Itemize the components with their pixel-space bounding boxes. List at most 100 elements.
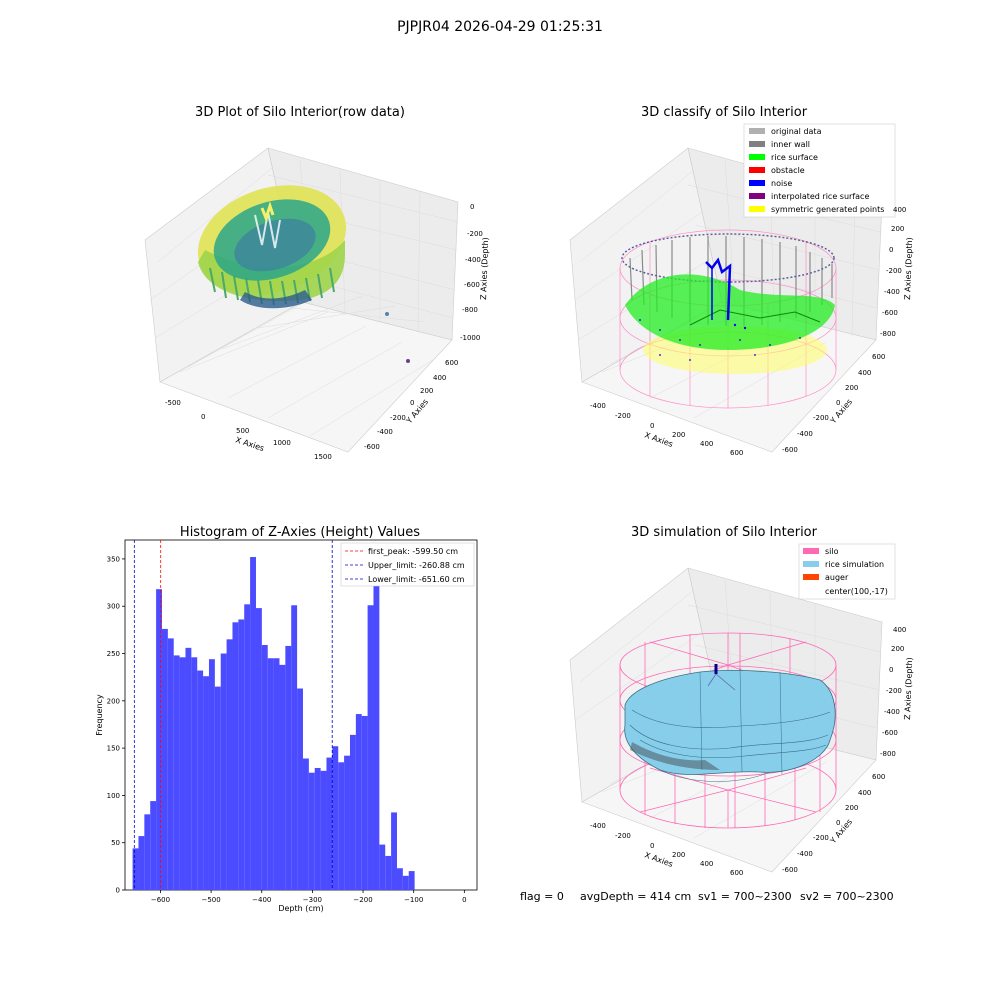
raw-y-tick: -400 — [377, 428, 393, 436]
raw-x-tick: 1500 — [314, 453, 332, 461]
histogram-bar — [261, 645, 268, 890]
classify-y-tick: 200 — [845, 384, 858, 392]
histogram-title: Histogram of Z-Axies (Height) Values — [180, 525, 420, 540]
simulation-rice-mesh-lines — [659, 667, 783, 782]
raw-z-label: Z Axies (Depth) — [479, 237, 490, 300]
raw-y-tick: 0 — [410, 399, 414, 407]
classify-y-tick: 400 — [858, 369, 871, 377]
histogram-bar — [144, 814, 151, 890]
histogram-bar — [203, 676, 209, 890]
histogram-bar — [285, 645, 292, 890]
legend-label: interpolated rice surface — [771, 192, 869, 201]
histogram-x-tick-label: −400 — [252, 896, 271, 904]
classify-noise-spike — [705, 257, 732, 321]
classify-title: 3D classify of Silo Interior — [641, 105, 808, 120]
raw-y-tick: 400 — [433, 374, 446, 382]
legend-swatch-rice-surface — [749, 154, 765, 160]
simulation-legend: silo rice simulation auger center(100,-1… — [798, 543, 896, 600]
classify-x-tick: -200 — [615, 412, 631, 420]
simulation-x-ticks: -400 -200 0 200 400 600 — [590, 822, 743, 877]
legend-label: silo — [825, 547, 839, 556]
raw-cloud-streaks — [209, 267, 335, 306]
raw-z-tick: -1000 — [460, 334, 480, 342]
simulation-y-tick: 400 — [858, 789, 871, 797]
simulation-y-tick: -600 — [782, 866, 798, 874]
simulation-x-label: X Axies — [643, 850, 674, 869]
simulation-z-tick: -800 — [880, 750, 896, 758]
histogram-bar — [373, 572, 380, 890]
histogram-bar — [156, 589, 162, 890]
classify-x-tick: 200 — [672, 431, 685, 439]
classify-z-tick: 200 — [891, 225, 904, 233]
raw-x-tick: 500 — [236, 427, 249, 435]
histogram-bar — [214, 686, 221, 890]
histogram-bar — [332, 746, 339, 890]
simulation-auger-guides — [707, 673, 736, 691]
raw-cloud-peak — [260, 201, 275, 223]
simulation-z-tick: -200 — [886, 687, 902, 695]
simulation-y-tick: 0 — [836, 819, 840, 827]
classify-noise-dots — [639, 319, 801, 361]
legend-swatch-interpolated-rice-surface — [749, 193, 765, 199]
histogram-bar — [185, 647, 192, 890]
raw-x-tick: 1000 — [273, 439, 291, 447]
histogram-y-tick-label: 0 — [116, 887, 120, 895]
classify-z-label: Z Axies (Depth) — [903, 237, 914, 300]
classify-legend-box — [743, 123, 896, 218]
raw-outlier-point — [406, 359, 410, 363]
figure-title: PJPJR04 2026-04-29 01:25:31 — [397, 19, 603, 35]
simulation-y-tick: -400 — [797, 850, 813, 858]
simulation-x-tick: 0 — [650, 842, 654, 850]
simulation-x-tick: -400 — [590, 822, 606, 830]
histogram-x-tick-label: −300 — [303, 896, 322, 904]
histogram-bar — [391, 812, 397, 890]
raw-z-tick: -200 — [467, 230, 483, 238]
histogram-bars — [132, 557, 415, 890]
panel-classify-3d: 3D classify of Silo Interior — [569, 105, 914, 457]
raw-y-tick: 600 — [445, 359, 458, 367]
panel-raw-3d: 3D Plot of Silo Interior(row data) — [144, 105, 490, 461]
panel-histogram: Histogram of Z-Axies (Height) Values −60… — [95, 525, 478, 913]
simulation-z-tick: -400 — [884, 708, 900, 716]
histogram-bar — [338, 762, 345, 890]
simulation-y-tick: 600 — [872, 773, 885, 781]
raw-z-tick: -600 — [464, 281, 480, 289]
simulation-z-tick: 0 — [889, 666, 893, 674]
flag-text: flag = 0 — [520, 890, 564, 903]
histogram-bar — [132, 848, 139, 890]
histogram-bar — [314, 767, 321, 890]
histogram-bar — [191, 657, 198, 890]
histogram-bar — [408, 871, 415, 890]
raw-cloud-bottom — [240, 290, 312, 309]
raw-y-tick: -600 — [364, 443, 380, 451]
legend-label: symmetric generated points — [771, 205, 884, 214]
histogram-bar — [302, 758, 309, 890]
legend-label: Upper_limit: -260.88 cm — [368, 561, 465, 570]
classify-y-tick: -600 — [782, 446, 798, 454]
histogram-legend-box — [340, 542, 475, 587]
classify-y-tick: 0 — [836, 399, 840, 407]
histogram-bar — [402, 875, 409, 890]
histogram-bar — [161, 628, 168, 890]
legend-swatch-obstacle — [749, 167, 765, 173]
histogram-y-tick-label: 350 — [107, 555, 120, 563]
histogram-bar — [361, 715, 368, 890]
histogram-bar — [273, 658, 280, 890]
raw-x-tick: 0 — [201, 413, 205, 421]
classify-x-ticks: -400 -200 0 200 400 600 — [590, 402, 743, 457]
raw-z-ticks: 0 -200 -400 -600 -800 -1000 — [460, 203, 483, 342]
histogram-x-tick-label: 0 — [462, 896, 466, 904]
classify-z-tick: 0 — [889, 246, 893, 254]
classify-x-tick: -400 — [590, 402, 606, 410]
histogram-bar — [173, 655, 180, 890]
legend-label: center(100,-17) — [825, 587, 888, 596]
histogram-bar — [232, 622, 239, 890]
classify-x-tick: 600 — [730, 449, 743, 457]
histogram-y-label: Frequency — [95, 694, 104, 736]
legend-swatch-auger — [803, 574, 819, 580]
classify-y-ticks: 600 400 200 0 -200 -400 -600 — [782, 353, 885, 454]
classify-z-tick: -200 — [886, 267, 902, 275]
raw-x-label: X Axies — [234, 435, 265, 453]
histogram-bar — [255, 608, 262, 890]
histogram-y-tick-label: 50 — [111, 839, 120, 847]
